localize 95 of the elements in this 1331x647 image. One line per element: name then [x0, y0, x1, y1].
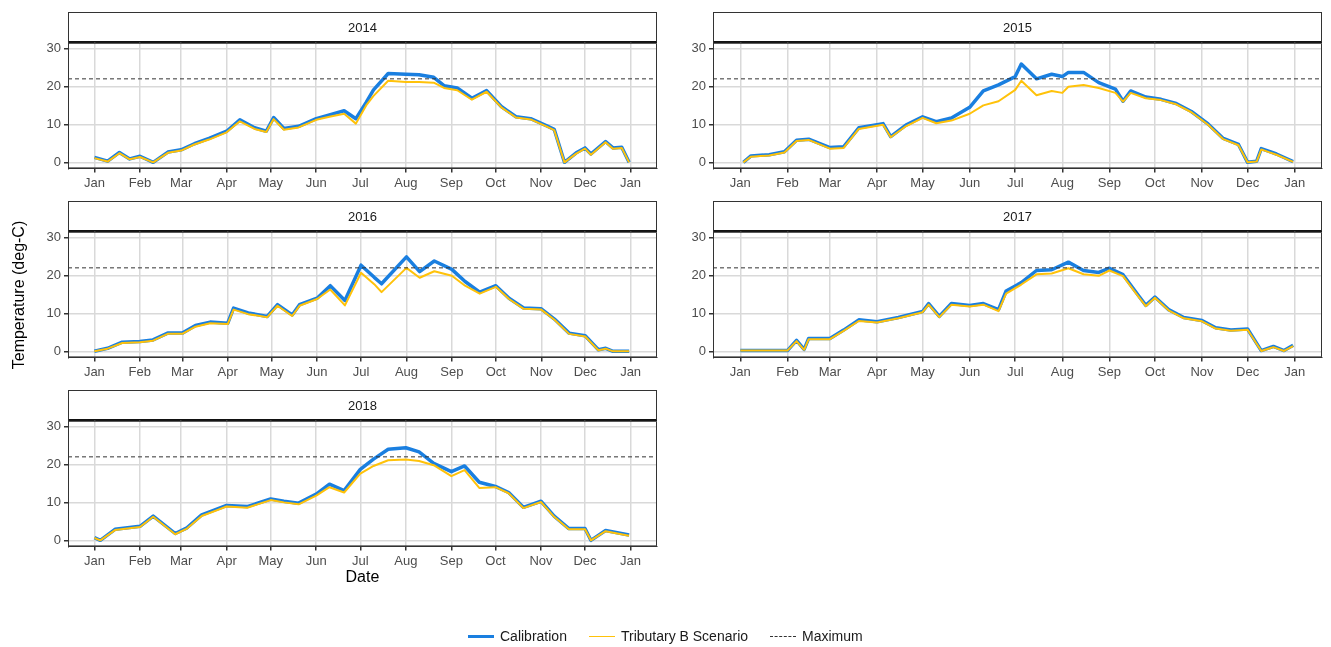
x-tick-label: Jul [351, 552, 369, 568]
y-tick-label: 10 [46, 305, 61, 321]
y-tick-label: 30 [691, 40, 706, 56]
y-tick-label: 10 [691, 116, 706, 132]
x-tick-label: Mar [818, 174, 842, 190]
x-tick-label: Jan [83, 552, 105, 568]
x-axis-title: Date [345, 568, 380, 587]
x-tick-label: Dec [573, 552, 598, 568]
x-tick-label: Jun [959, 174, 981, 190]
x-tick-label: Apr [866, 363, 888, 379]
x-tick-label: Apr [216, 552, 238, 568]
x-tick-label: Nov [1190, 363, 1215, 379]
x-tick-label: Apr [216, 174, 238, 190]
x-tick-label: Apr [217, 363, 239, 379]
y-tick-label: 20 [46, 78, 61, 94]
x-tick-label: Aug [1050, 363, 1074, 379]
y-tick-label: 30 [46, 418, 61, 434]
y-tick-label: 20 [46, 456, 61, 472]
x-tick-label: Sep [440, 363, 464, 379]
x-tick-label: Mar [818, 363, 842, 379]
x-tick-label: Aug [1050, 174, 1074, 190]
x-tick-label: Jan [620, 174, 642, 190]
x-tick-label: Jun [306, 363, 328, 379]
x-tick-label: May [258, 174, 284, 190]
y-tick-label: 20 [691, 267, 706, 283]
x-tick-label: Jun [305, 552, 327, 568]
x-tick-label: Jul [1006, 174, 1024, 190]
x-tick-label: Jan [83, 174, 105, 190]
x-tick-label: Sep [439, 552, 463, 568]
x-tick-label: Aug [394, 174, 418, 190]
x-tick-label: Feb [128, 363, 151, 379]
x-tick-label: Mar [171, 363, 195, 379]
x-tick-label: Jan [83, 363, 105, 379]
y-tick-label: 0 [53, 154, 61, 170]
x-tick-label: Jan [1284, 363, 1306, 379]
y-tick-label: 30 [46, 229, 61, 245]
y-tick-label: 0 [698, 343, 706, 359]
y-tick-label: 20 [691, 78, 706, 94]
x-tick-label: Jan [729, 363, 751, 379]
x-tick-label: Nov [529, 552, 554, 568]
x-tick-label: May [258, 552, 284, 568]
chart-title: 2016 [68, 201, 657, 232]
x-tick-label: Feb [128, 552, 152, 568]
legend-label: Maximum [802, 628, 863, 644]
y-tick-label: 10 [46, 116, 61, 132]
x-tick-label: Apr [866, 174, 888, 190]
chart-title: 2015 [713, 12, 1322, 43]
x-tick-label: Jun [305, 174, 327, 190]
y-axis-title: Temperature (deg-C) [9, 220, 28, 370]
x-tick-label: Nov [529, 363, 554, 379]
x-tick-label: Oct [485, 363, 507, 379]
legend-label: Calibration [500, 628, 567, 644]
x-tick-label: Mar [169, 174, 193, 190]
x-tick-label: Dec [573, 363, 598, 379]
x-tick-label: May [259, 363, 285, 379]
x-tick-label: Jan [729, 174, 751, 190]
x-tick-label: Nov [529, 174, 554, 190]
legend-label: Tributary B Scenario [620, 628, 749, 644]
x-tick-label: Jul [352, 363, 370, 379]
x-tick-label: Aug [394, 363, 419, 379]
y-tick-label: 20 [46, 267, 61, 283]
x-tick-label: Feb [776, 363, 799, 379]
x-tick-label: Oct [485, 552, 506, 568]
x-tick-label: Feb [776, 174, 799, 190]
x-tick-label: Feb [128, 174, 152, 190]
x-tick-label: Jul [351, 174, 369, 190]
x-tick-label: Sep [1097, 363, 1121, 379]
y-tick-label: 30 [691, 229, 706, 245]
chart-title: 2018 [68, 390, 657, 421]
y-tick-label: 0 [53, 532, 61, 548]
x-tick-label: Mar [169, 552, 193, 568]
chart-title: 2017 [713, 201, 1322, 232]
y-tick-label: 30 [46, 40, 61, 56]
x-tick-label: Jan [1284, 174, 1306, 190]
y-tick-label: 10 [46, 494, 61, 510]
x-tick-label: May [910, 363, 936, 379]
x-tick-label: Jun [959, 363, 981, 379]
x-tick-label: Oct [485, 174, 506, 190]
x-tick-label: Dec [1236, 363, 1260, 379]
chart-title: 2014 [68, 12, 657, 43]
x-tick-label: Dec [573, 174, 598, 190]
x-tick-label: May [910, 174, 936, 190]
x-tick-label: Jan [620, 552, 642, 568]
y-tick-label: 0 [53, 343, 61, 359]
x-tick-label: Sep [1097, 174, 1121, 190]
x-tick-label: Oct [1144, 363, 1166, 379]
x-tick-label: Jul [1006, 363, 1024, 379]
x-tick-label: Jan [620, 363, 642, 379]
y-tick-label: 10 [691, 305, 706, 321]
x-tick-label: Aug [394, 552, 418, 568]
y-tick-label: 0 [698, 154, 706, 170]
x-tick-label: Sep [439, 174, 463, 190]
x-tick-label: Oct [1144, 174, 1166, 190]
x-tick-label: Nov [1190, 174, 1215, 190]
x-tick-label: Dec [1236, 174, 1260, 190]
